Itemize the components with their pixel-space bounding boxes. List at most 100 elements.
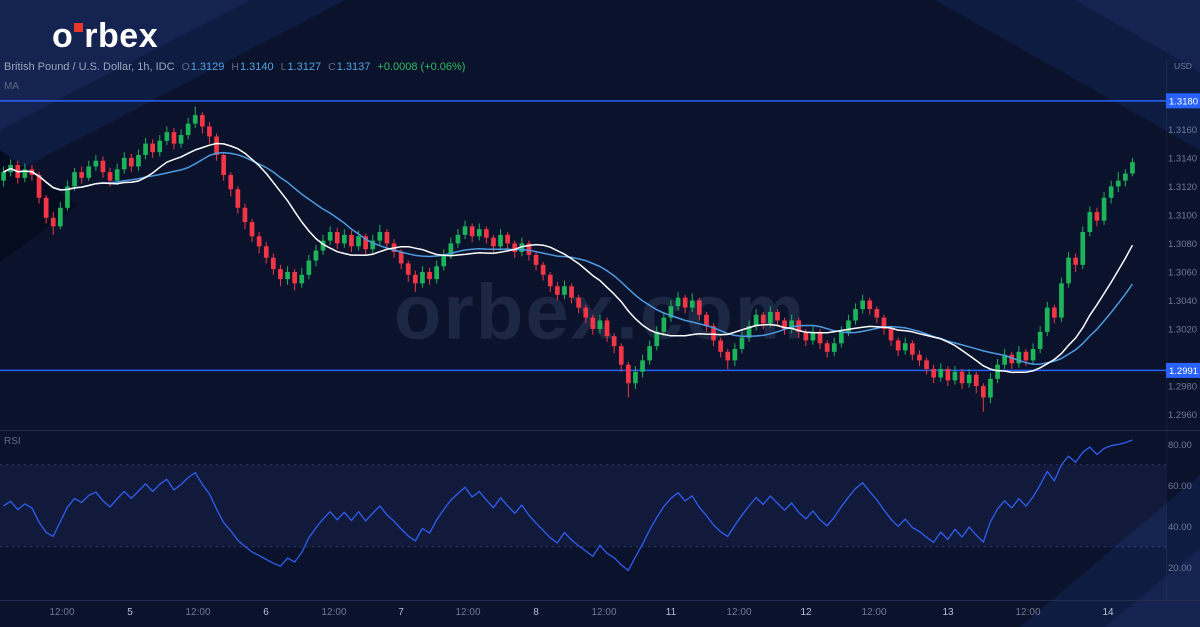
candle-body xyxy=(604,320,610,337)
candle-body xyxy=(50,217,56,227)
time-axis-label: 7 xyxy=(398,607,404,618)
candle-body xyxy=(789,320,794,330)
candle-body xyxy=(1080,232,1086,265)
candle-body xyxy=(973,374,979,387)
candle-body xyxy=(157,140,163,153)
price-axis-label: 1.3040 xyxy=(1168,296,1197,307)
candle-body xyxy=(1059,283,1064,318)
candle-body xyxy=(313,250,319,261)
time-axis-label: 12:00 xyxy=(861,607,886,618)
rsi-axis-label: 80.00 xyxy=(1168,440,1192,451)
candle-body xyxy=(959,371,965,384)
time-axis-label: 12:00 xyxy=(49,607,74,618)
orbex-logo: o rbex xyxy=(52,16,158,57)
price-axis-label: 1.3100 xyxy=(1168,210,1197,221)
candle-body xyxy=(200,115,205,127)
time-axis-label: 6 xyxy=(263,607,269,618)
candle-body xyxy=(633,371,638,384)
candle-body xyxy=(178,135,184,144)
candle-body xyxy=(945,368,951,381)
rsi-indicator-label[interactable]: RSI xyxy=(4,436,21,447)
price-axis-label: 1.3080 xyxy=(1168,239,1197,250)
candle-body xyxy=(434,266,439,280)
candle-body xyxy=(1101,197,1107,221)
candle-body xyxy=(129,157,134,167)
candle-body xyxy=(519,243,525,252)
candle-body xyxy=(285,271,290,280)
candle-body xyxy=(462,226,468,235)
time-axis-label: 14 xyxy=(1102,607,1114,618)
candle-body xyxy=(207,126,212,137)
candle-body xyxy=(846,320,851,332)
candle-body xyxy=(910,343,915,355)
ohlc-high: H 1.3140 xyxy=(231,61,273,73)
candle-body xyxy=(370,240,376,250)
candle-body xyxy=(1023,351,1029,361)
candle-body xyxy=(420,271,425,284)
ma-indicator-label[interactable]: MA xyxy=(4,81,19,92)
candle-body xyxy=(214,136,219,156)
high-value: 1.3140 xyxy=(240,61,274,73)
candle-body xyxy=(1123,173,1128,181)
price-level-badge-text: 1.2991 xyxy=(1169,366,1198,377)
candle-body xyxy=(349,234,354,247)
price-axis-label: 1.2980 xyxy=(1168,382,1197,393)
candle-body xyxy=(249,222,255,237)
candle-body xyxy=(455,234,461,244)
candle-body xyxy=(43,197,49,218)
candle-body xyxy=(58,207,63,227)
candle-body xyxy=(136,155,141,167)
ma-fast-line xyxy=(3,142,1134,374)
price-axis-unit: USD xyxy=(1174,61,1192,71)
candle-body xyxy=(79,172,84,178)
low-value: 1.3127 xyxy=(287,61,322,73)
price-axis-label: 1.3120 xyxy=(1168,182,1197,193)
candle-body xyxy=(192,115,198,124)
open-label: O xyxy=(181,61,190,73)
candle-body xyxy=(1087,212,1093,233)
rsi-line xyxy=(3,439,1133,572)
candle-body xyxy=(810,331,816,341)
rsi-axis-label: 20.00 xyxy=(1168,563,1192,574)
candle-body xyxy=(640,360,645,372)
candle-body xyxy=(547,274,553,287)
candle-body xyxy=(853,309,858,321)
rsi-band xyxy=(0,464,1166,547)
logo-text-o: o xyxy=(52,17,74,55)
chart-legend[interactable]: British Pound / U.S. Dollar, 1h, IDC O 1.… xyxy=(4,61,465,73)
price-axis-label: 1.3140 xyxy=(1168,153,1197,164)
candle-body xyxy=(171,132,177,144)
candle-body xyxy=(1052,307,1057,318)
candle-body xyxy=(100,160,106,173)
orbex-watermark: orbex.com xyxy=(393,267,807,356)
candle-body xyxy=(377,232,383,241)
candle-body xyxy=(704,314,709,327)
candle-body xyxy=(902,343,908,351)
candle-body xyxy=(143,143,148,156)
close-label: C xyxy=(328,61,336,73)
candle-body xyxy=(505,234,510,244)
candle-body xyxy=(881,317,887,330)
time-axis-label: 8 xyxy=(533,607,539,618)
candle-body xyxy=(611,336,617,347)
time-axis-label: 12:00 xyxy=(726,607,751,618)
candle-body xyxy=(356,236,361,247)
price-axis-label: 1.3060 xyxy=(1168,267,1197,278)
candle-body xyxy=(895,340,901,351)
candle-body xyxy=(725,351,731,361)
candle-body xyxy=(647,346,652,361)
candle-body xyxy=(654,331,660,347)
candle-body xyxy=(334,232,340,244)
candle-body xyxy=(917,354,922,361)
candle-body xyxy=(1002,354,1007,365)
candle-body xyxy=(583,307,589,318)
candle-body xyxy=(228,174,234,190)
candle-body xyxy=(1,172,6,181)
candle-body xyxy=(263,246,269,258)
candle-body xyxy=(242,207,248,223)
rsi-axis-label: 40.00 xyxy=(1168,522,1192,533)
candle-body xyxy=(924,360,929,369)
price-level-badge[interactable] xyxy=(1166,362,1200,378)
candle-body xyxy=(732,348,738,361)
